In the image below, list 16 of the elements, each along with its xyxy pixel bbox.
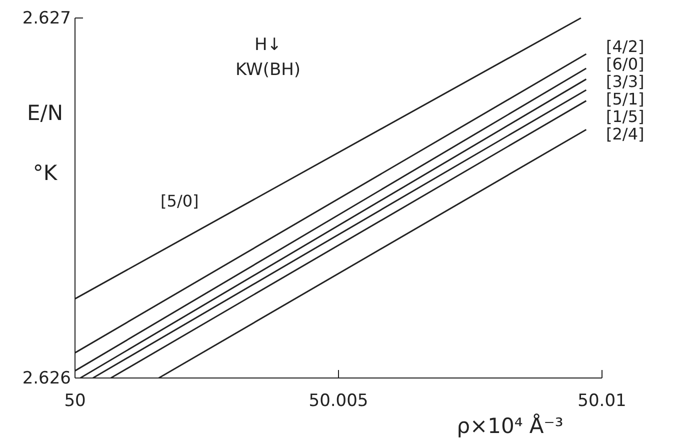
series-label: [5/1]: [606, 90, 644, 108]
text: E/N °K: [26, 101, 64, 185]
annotation: KW(BH): [235, 60, 301, 80]
x-tick-label: 50.005: [308, 391, 368, 412]
x-tick-label: 50: [64, 391, 86, 412]
x-axis-title: ρ×10⁴ Å⁻³: [456, 413, 564, 438]
series-label: [6/0]: [606, 54, 644, 74]
x-tick-label: 50.01: [578, 391, 626, 412]
y-tick-label: 2.626: [22, 368, 71, 388]
series-label: [5/0]: [160, 192, 199, 211]
annotation: H↓: [254, 35, 282, 55]
series-label: [4/2]: [606, 37, 644, 56]
series-label: [2/4]: [606, 124, 644, 144]
y-tick-label: 2.627: [22, 8, 71, 28]
series-label: [3/3]: [606, 72, 644, 91]
series-label: [1/5]: [606, 107, 644, 126]
